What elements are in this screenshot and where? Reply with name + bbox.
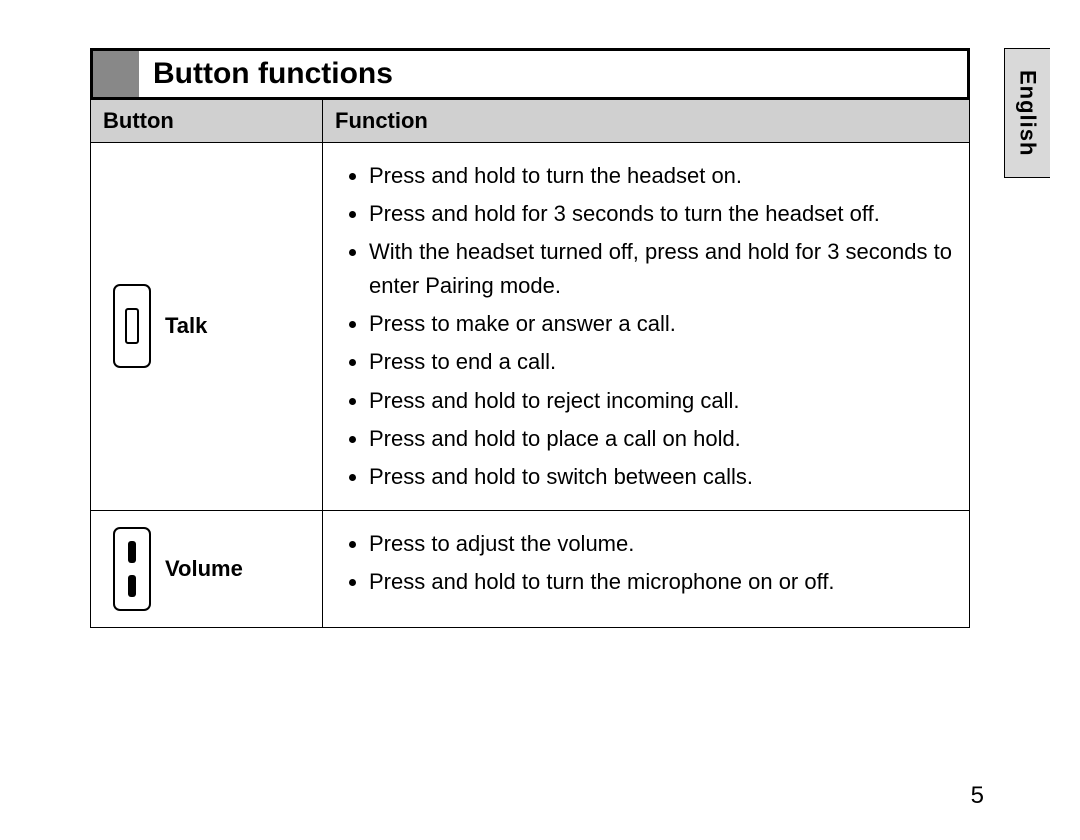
function-item: Press and hold for 3 seconds to turn the… xyxy=(369,195,953,233)
page-number: 5 xyxy=(971,782,984,810)
section-title-bar: Button functions xyxy=(90,48,970,100)
button-label: Volume xyxy=(165,556,243,582)
section-title: Button functions xyxy=(139,51,407,97)
function-item: Press and hold to reject incoming call. xyxy=(369,382,953,420)
cell-button: Volume xyxy=(91,510,323,627)
function-item: Press and hold to turn the microphone on… xyxy=(369,563,953,601)
table-row: Volume Press to adjust the volume. Press… xyxy=(91,510,969,627)
function-item: Press and hold to place a call on hold. xyxy=(369,420,953,458)
manual-page: English Button functions Button Function… xyxy=(0,0,1080,840)
function-list: Press to adjust the volume. Press and ho… xyxy=(345,525,953,601)
button-functions-table: Button Function Talk Press and hold to t… xyxy=(90,100,970,628)
function-item: Press and hold to switch between calls. xyxy=(369,458,953,496)
col-header-button: Button xyxy=(91,100,323,142)
button-label: Talk xyxy=(165,313,207,339)
function-item: Press to adjust the volume. xyxy=(369,525,953,563)
function-list: Press and hold to turn the headset on. P… xyxy=(345,157,953,496)
cell-function: Press to adjust the volume. Press and ho… xyxy=(323,510,969,627)
language-tab: English xyxy=(1004,48,1050,178)
function-item: With the headset turned off, press and h… xyxy=(369,233,953,305)
col-header-function: Function xyxy=(323,100,969,142)
title-accent-block xyxy=(93,51,139,97)
function-item: Press to make or answer a call. xyxy=(369,305,953,343)
volume-button-icon xyxy=(113,527,151,611)
function-item: Press and hold to turn the headset on. xyxy=(369,157,953,195)
table-row: Talk Press and hold to turn the headset … xyxy=(91,143,969,510)
table-header-row: Button Function xyxy=(91,100,969,143)
language-tab-label: English xyxy=(1015,70,1041,156)
talk-button-icon xyxy=(113,284,151,368)
cell-function: Press and hold to turn the headset on. P… xyxy=(323,143,969,510)
cell-button: Talk xyxy=(91,143,323,510)
function-item: Press to end a call. xyxy=(369,343,953,381)
